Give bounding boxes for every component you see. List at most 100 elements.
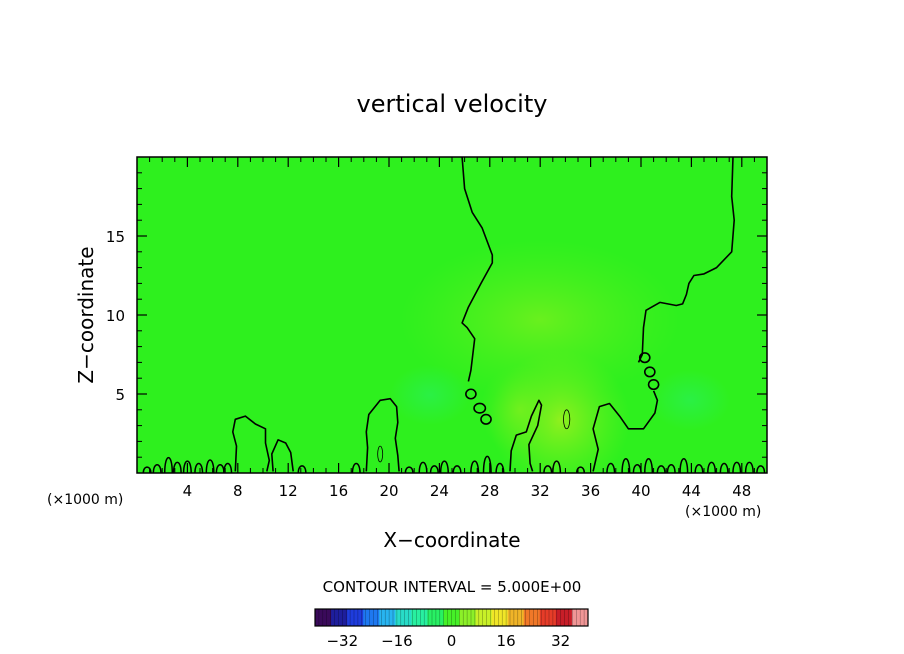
x-axis-label: X−coordinate xyxy=(383,528,520,552)
colorbar-tick-label: 0 xyxy=(447,632,457,650)
y-tick-label: 10 xyxy=(106,307,125,325)
colorbar-swatch xyxy=(379,609,396,626)
x-tick-label: 20 xyxy=(379,482,398,500)
colorbar-swatch xyxy=(459,609,477,626)
surface-contour-bump xyxy=(707,461,717,473)
y-tick-label: 5 xyxy=(115,386,125,404)
surface-contour-bump xyxy=(756,465,766,473)
colorbar-frame xyxy=(314,608,589,627)
surface-contour-bump xyxy=(694,463,704,473)
colorbar-swatch xyxy=(395,609,412,626)
surface-contour-bump xyxy=(152,463,162,473)
surface-contour-bump xyxy=(644,458,654,473)
x-tick-label: 8 xyxy=(233,482,243,500)
field-shading xyxy=(390,240,730,473)
surface-contour-bump xyxy=(744,461,754,473)
surface-contour-bump xyxy=(223,462,233,473)
surface-contour-bump xyxy=(482,455,492,473)
contour-interval-label: CONTOUR INTERVAL = 5.000E+00 xyxy=(323,578,582,596)
x-tick-label: 12 xyxy=(279,482,298,500)
surface-contour-bump xyxy=(182,460,192,473)
y-axis: 5 10 15 xyxy=(106,172,767,458)
colorbar-swatch xyxy=(523,609,541,626)
colorbar-swatch xyxy=(475,609,493,626)
colorbar-swatch xyxy=(571,609,589,626)
colorbar-swatch xyxy=(443,609,461,626)
colorbar-swatch xyxy=(427,609,444,626)
x-unit-left: (×1000 m) xyxy=(47,492,123,508)
x-tick-label: 4 xyxy=(183,482,193,500)
colorbar-ticks: −32 −16 0 16 32 xyxy=(326,632,570,650)
updraft-shade-left xyxy=(480,365,560,455)
colorbar-swatch xyxy=(539,609,557,626)
positive-contour-plus5-34 xyxy=(563,409,571,430)
surface-contour-bump xyxy=(656,465,666,473)
surface-contour-bump xyxy=(163,456,174,473)
x-axis: 4 8 12 16 20 24 28 32 36 40 44 48 xyxy=(149,157,755,500)
surface-contour-bump xyxy=(719,462,729,473)
colorbar-tick-label: −32 xyxy=(326,632,358,650)
colorbar-swatch xyxy=(331,609,348,626)
colorbar-swatch xyxy=(347,609,364,626)
surface-contour-bump xyxy=(351,462,361,473)
y-axis-label: Z−coordinate xyxy=(74,246,98,383)
x-tick-label: 36 xyxy=(581,482,600,500)
y-tick-label: 15 xyxy=(106,228,125,246)
surface-contour-bump xyxy=(606,462,616,473)
surface-contour-bump xyxy=(621,458,631,473)
updraft-shade-upper xyxy=(400,240,680,400)
zero-contour-main-updraft-right xyxy=(637,157,736,363)
zero-contour-loop-e xyxy=(643,366,656,378)
surface-contour-bump xyxy=(543,465,553,473)
x-tick-label: 32 xyxy=(531,482,550,500)
zero-contour-dome-31 xyxy=(509,399,543,472)
zero-contour-loop-c xyxy=(480,413,492,425)
colorbar-tick-label: 32 xyxy=(551,632,570,650)
colorbar-swatch xyxy=(555,609,573,626)
x-unit-right: (×1000 m) xyxy=(685,504,761,520)
colorbar-swatch xyxy=(507,609,525,626)
surface-contour-bump xyxy=(732,461,742,473)
x-tick-label: 40 xyxy=(631,482,650,500)
zero-contour-loop-b xyxy=(473,402,487,414)
surface-contour-bump xyxy=(172,461,182,473)
positive-contour-plus5-20 xyxy=(377,445,384,463)
downdraft-shade-left xyxy=(390,365,470,425)
surface-contour-bump xyxy=(470,460,480,473)
surface-contour-bump xyxy=(297,465,307,473)
zero-contour-dome-8 xyxy=(232,415,271,472)
surface-contour-bump xyxy=(575,466,586,473)
surface-contour-bump xyxy=(205,459,215,473)
zero-contour-loop-a xyxy=(465,388,477,400)
surface-contour-bump xyxy=(495,462,505,473)
zero-contour-dome-11 xyxy=(270,438,294,472)
surface-contour-bump xyxy=(452,465,462,473)
x-tick-label: 44 xyxy=(682,482,701,500)
x-tick-label: 48 xyxy=(732,482,751,500)
zero-contour-main-updraft-left xyxy=(461,157,494,382)
surface-contour-bump xyxy=(679,458,689,473)
colorbar xyxy=(314,608,589,627)
colorbar-swatch xyxy=(411,609,428,626)
colorbar-swatch xyxy=(491,609,509,626)
surface-contour-bump xyxy=(666,463,676,473)
colorbar-swatch xyxy=(315,609,332,626)
surface-contour-bump xyxy=(439,460,449,473)
plot-area xyxy=(136,156,768,474)
surface-contour-bump xyxy=(429,465,439,473)
surface-contour-bump xyxy=(404,466,414,473)
colorbar-tick-label: 16 xyxy=(497,632,516,650)
x-tick-label: 24 xyxy=(430,482,449,500)
downdraft-shade-right xyxy=(650,370,730,430)
zero-contour-dome-19 xyxy=(365,397,400,472)
contour-lines xyxy=(142,157,766,473)
chart-title: vertical velocity xyxy=(357,90,548,118)
colorbar-swatch xyxy=(363,609,380,626)
surface-contour-bump xyxy=(194,462,204,473)
zero-contour-updraft-dome-right xyxy=(592,390,659,472)
x-tick-label: 16 xyxy=(329,482,348,500)
zero-contour-loop-f xyxy=(647,378,660,391)
x-tick-label: 28 xyxy=(480,482,499,500)
zero-contour-loop-d xyxy=(638,352,651,364)
